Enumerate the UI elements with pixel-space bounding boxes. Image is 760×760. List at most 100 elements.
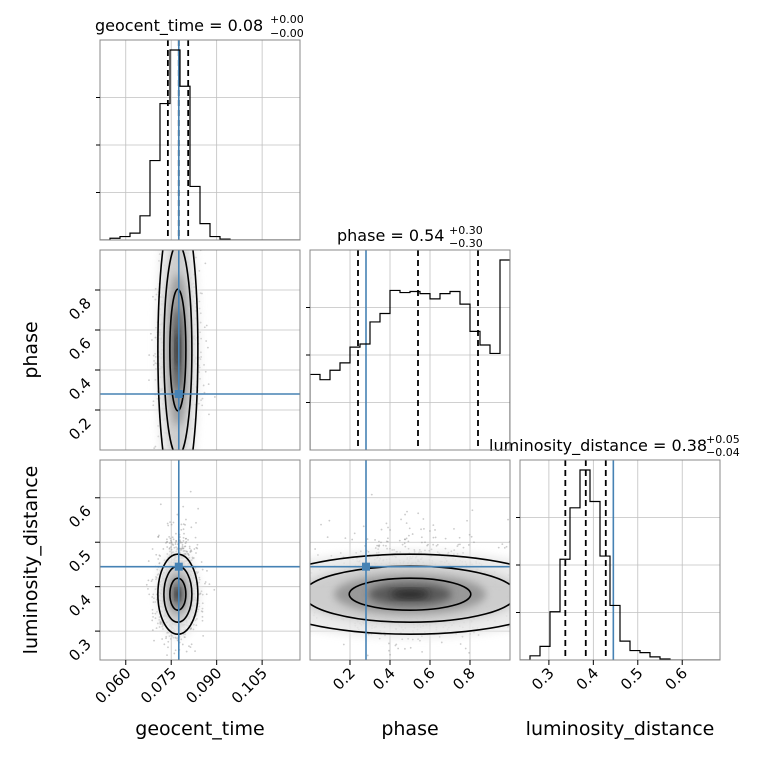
- sample-point: [389, 547, 391, 550]
- truth-lines-distance-vs-phase: [310, 460, 510, 660]
- panel-frame: [99, 249, 301, 451]
- sample-point: [397, 647, 400, 650]
- sample-point: [385, 522, 388, 525]
- sample-point: [359, 550, 362, 553]
- sample-point: [344, 537, 347, 540]
- sample-point: [366, 654, 369, 657]
- sample-point: [213, 396, 216, 398]
- xlabel-luminosity-distance: luminosity_distance: [526, 718, 715, 740]
- sample-point: [400, 518, 402, 521]
- sample-point: [199, 592, 202, 595]
- sample-point: [380, 528, 383, 531]
- sample-point: [154, 379, 157, 381]
- sample-point: [198, 269, 201, 272]
- sample-point: [201, 292, 203, 295]
- sample-point: [166, 546, 169, 548]
- sample-point: [184, 523, 186, 526]
- sample-point: [152, 354, 155, 357]
- sample-point: [199, 351, 202, 354]
- sample-point: [155, 576, 157, 578]
- sample-point: [501, 543, 504, 546]
- sample-point: [208, 583, 211, 586]
- sample-point: [404, 545, 407, 548]
- sample-point: [167, 640, 170, 643]
- sample-point: [171, 536, 174, 539]
- sample-point: [148, 379, 150, 382]
- sample-point: [151, 608, 154, 611]
- sample-point: [444, 537, 447, 540]
- sample-point: [388, 649, 390, 652]
- sample-point: [168, 535, 171, 538]
- sample-point: [188, 547, 191, 550]
- sample-point: [151, 339, 153, 341]
- sample-point: [186, 550, 188, 553]
- sample-point: [158, 562, 161, 564]
- sample-point: [204, 262, 207, 265]
- xlabel-geocent-time: geocent_time: [135, 718, 264, 740]
- sample-point: [151, 612, 154, 615]
- sample-point: [151, 619, 154, 622]
- sample-point: [181, 547, 184, 549]
- sample-point: [189, 550, 192, 553]
- sample-point: [374, 547, 377, 549]
- sample-point: [183, 636, 186, 638]
- sample-point: [185, 650, 188, 653]
- sample-point: [198, 576, 201, 579]
- sample-point: [386, 547, 388, 550]
- sample-point: [148, 354, 151, 356]
- sample-point: [168, 542, 171, 545]
- sample-point: [202, 634, 205, 637]
- sample-point: [182, 547, 185, 550]
- sample-point: [182, 547, 185, 550]
- sample-point: [407, 547, 410, 550]
- sample-point: [389, 653, 391, 656]
- sample-point: [436, 543, 439, 546]
- sample-point: [181, 545, 184, 548]
- sample-point: [190, 643, 193, 646]
- sample-point: [195, 624, 198, 627]
- sample-point: [183, 532, 185, 535]
- sample-point: [166, 522, 169, 525]
- sample-point: [174, 543, 177, 546]
- sample-point: [387, 642, 390, 645]
- sample-point: [192, 628, 195, 631]
- sample-point: [158, 554, 161, 557]
- sample-point: [386, 537, 389, 540]
- sample-point: [153, 639, 155, 642]
- sample-point: [203, 363, 205, 366]
- sample-point: [187, 539, 189, 541]
- sample-point: [366, 538, 369, 540]
- sample-point: [202, 384, 205, 387]
- sample-point: [155, 576, 158, 579]
- sample-point: [389, 529, 391, 531]
- sample-point: [339, 552, 342, 554]
- sample-point: [464, 647, 467, 650]
- sample-point: [417, 512, 420, 515]
- sample-point: [154, 287, 157, 290]
- sample-point: [154, 298, 157, 301]
- sample-point: [424, 541, 426, 544]
- sample-point: [152, 601, 155, 604]
- sample-point: [377, 544, 380, 547]
- sample-point: [152, 593, 155, 596]
- sample-point: [195, 546, 198, 549]
- sample-point: [434, 536, 437, 539]
- sample-point: [382, 544, 385, 547]
- sample-point: [403, 542, 406, 545]
- sample-point: [503, 546, 506, 549]
- sample-point: [195, 552, 197, 554]
- y-tick-label: 0.4: [65, 591, 95, 621]
- sample-point: [159, 623, 162, 625]
- sample-point: [497, 546, 500, 549]
- contour-line: [157, 553, 199, 636]
- sample-point: [199, 377, 201, 380]
- sample-point: [201, 602, 204, 605]
- sample-point: [175, 539, 178, 542]
- sample-point: [181, 643, 184, 646]
- sample-point: [147, 587, 149, 590]
- sample-point: [198, 300, 201, 303]
- sample-point: [148, 593, 151, 596]
- sample-point: [180, 548, 183, 551]
- sample-point: [154, 336, 157, 339]
